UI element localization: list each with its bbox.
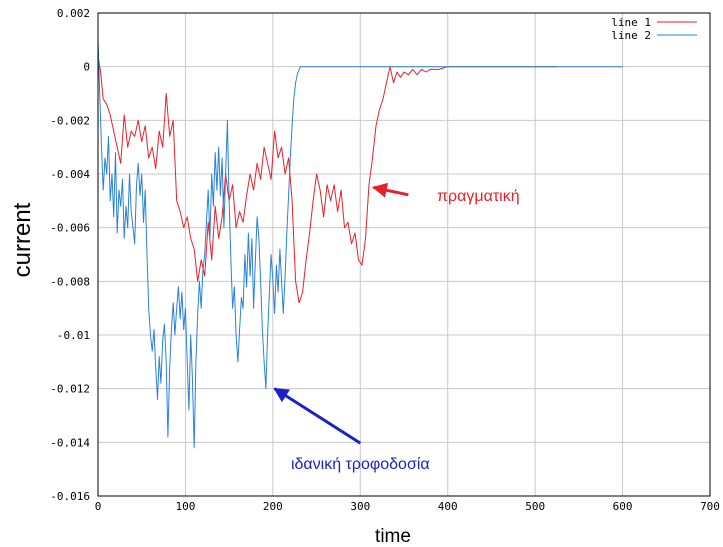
legend-label-2: line 2	[611, 29, 651, 42]
y-tick-label: -0.004	[50, 168, 90, 181]
x-tick-label: 300	[350, 500, 370, 513]
annotation-arrow-1	[373, 187, 408, 194]
y-tick-label: -0.014	[50, 436, 90, 449]
x-tick-label: 200	[263, 500, 283, 513]
x-axis-label: time	[375, 526, 411, 547]
annotations: πραγματική ιδανική τροφοδοσία	[275, 187, 520, 473]
y-tick-label: -0.002	[50, 114, 90, 127]
y-tick-label: 0	[83, 61, 90, 74]
x-tick-label: 500	[525, 500, 545, 513]
legend-label-1: line 1	[611, 16, 651, 29]
series-line-1	[98, 56, 557, 303]
annotation-label-2: ιδανική τροφοδοσία	[291, 456, 430, 473]
x-tick-label: 600	[613, 500, 633, 513]
y-tick-label: 0.002	[57, 7, 90, 20]
annotation-arrow-2	[275, 389, 361, 444]
y-tick-label: -0.008	[50, 275, 90, 288]
y-tick-label: -0.016	[50, 490, 90, 503]
x-tick-label: 700	[700, 500, 720, 513]
annotation-label-1: πραγματική	[437, 188, 520, 205]
x-tick-label: 400	[438, 500, 458, 513]
x-tick-label: 100	[175, 500, 195, 513]
x-tick-label: 0	[95, 500, 102, 513]
tick-labels: 0 100 200 300 400 500 600 700 0.002 0 -0.002 -0.004…	[50, 7, 720, 513]
y-tick-label: -0.01	[57, 329, 90, 342]
plot-frame	[98, 13, 710, 496]
y-axis-label: current	[9, 202, 36, 277]
grid	[98, 13, 710, 496]
y-tick-label: -0.006	[50, 222, 90, 235]
y-tick-label: -0.012	[50, 383, 90, 396]
